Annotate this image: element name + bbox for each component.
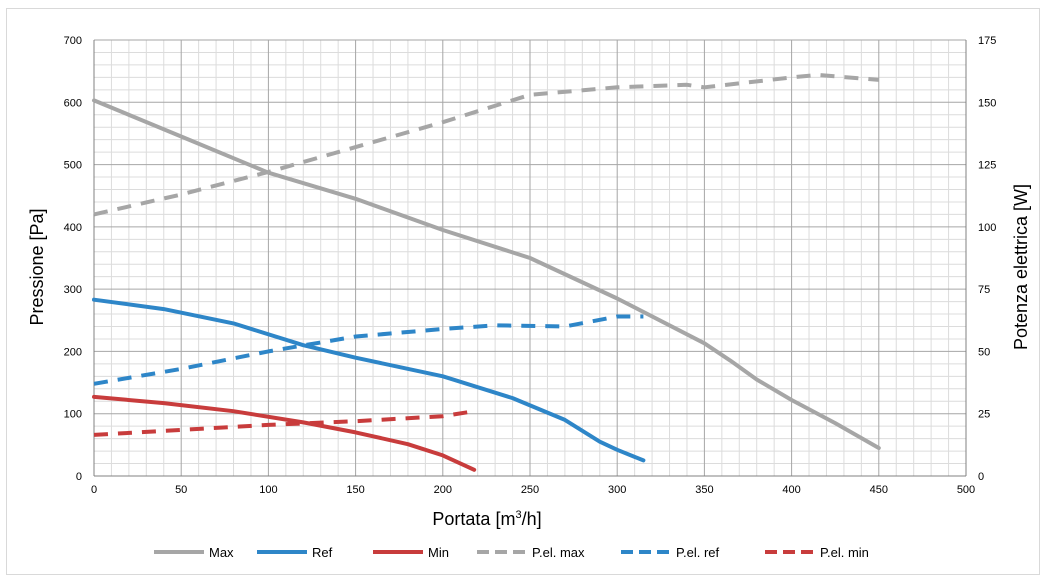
x-tick-label: 100 [259, 484, 277, 496]
y-left-tick-label: 200 [64, 346, 82, 358]
y-left-tick-label: 500 [64, 160, 82, 172]
y-right-tick-label: 75 [978, 284, 990, 296]
y-left-tick-label: 0 [76, 471, 82, 483]
chart-svg: 0 50 100 150 200 250 300 350 400 450 5000100200300… [27, 35, 1031, 560]
x-tick-label: 350 [695, 484, 713, 496]
y-left-tick-label: 300 [64, 284, 82, 296]
series-line-min [92, 394, 477, 472]
y-axis-right-title: Potenza elettrica [W] [1011, 184, 1031, 350]
x-tick-label: 50 [175, 484, 187, 496]
x-tick-label: 150 [346, 484, 364, 496]
series-lines [92, 72, 881, 472]
y-right-tick-label: 25 [978, 409, 990, 421]
y-right-tick-label: 150 [978, 97, 996, 109]
series-line-p-el-min [93, 409, 475, 437]
legend-label: P.el. max [532, 545, 585, 560]
legend-label: Min [428, 545, 449, 560]
series-line-p-el-ref [93, 314, 644, 386]
y-left-tick-label: 400 [64, 222, 82, 234]
y-right-tick-label: 50 [978, 346, 990, 358]
x-tick-label: 250 [521, 484, 539, 496]
x-tick-label: 200 [434, 484, 452, 496]
x-axis-title: Portata [m3/h] [432, 509, 541, 529]
x-tick-label: 450 [870, 484, 888, 496]
chart-frame: 0 50 100 150 200 250 300 350 400 450 500 0 100 200 300… [6, 8, 1040, 575]
legend-label: Ref [312, 545, 333, 560]
y-right-tick-label: 0 [978, 471, 984, 483]
legend-label: Max [209, 545, 234, 560]
x-tick-label: 300 [608, 484, 626, 496]
y-right-tick-label: 175 [978, 35, 996, 47]
y-right-tick-label: 100 [978, 222, 996, 234]
x-tick-label: 0 [91, 484, 97, 496]
y-left-tick-label: 600 [64, 97, 82, 109]
y-axis-left-title: Pressione [Pa] [27, 208, 47, 325]
legend: Max Ref Min P.el. max P.el. ref P.el. min [154, 545, 869, 560]
y-left-tick-label: 100 [64, 409, 82, 421]
y-left-tick-label: 700 [64, 35, 82, 47]
series-line-p-el-max [93, 72, 879, 217]
legend-label: P.el. min [820, 545, 869, 560]
x-tick-label: 400 [782, 484, 800, 496]
y-right-tick-label: 125 [978, 160, 996, 172]
series-line-ref [92, 297, 646, 463]
tick-labels: 0 50 100 150 200 250 300 350 400 450 5000100200300… [64, 35, 997, 496]
x-tick-label: 500 [957, 484, 975, 496]
legend-label: P.el. ref [676, 545, 720, 560]
